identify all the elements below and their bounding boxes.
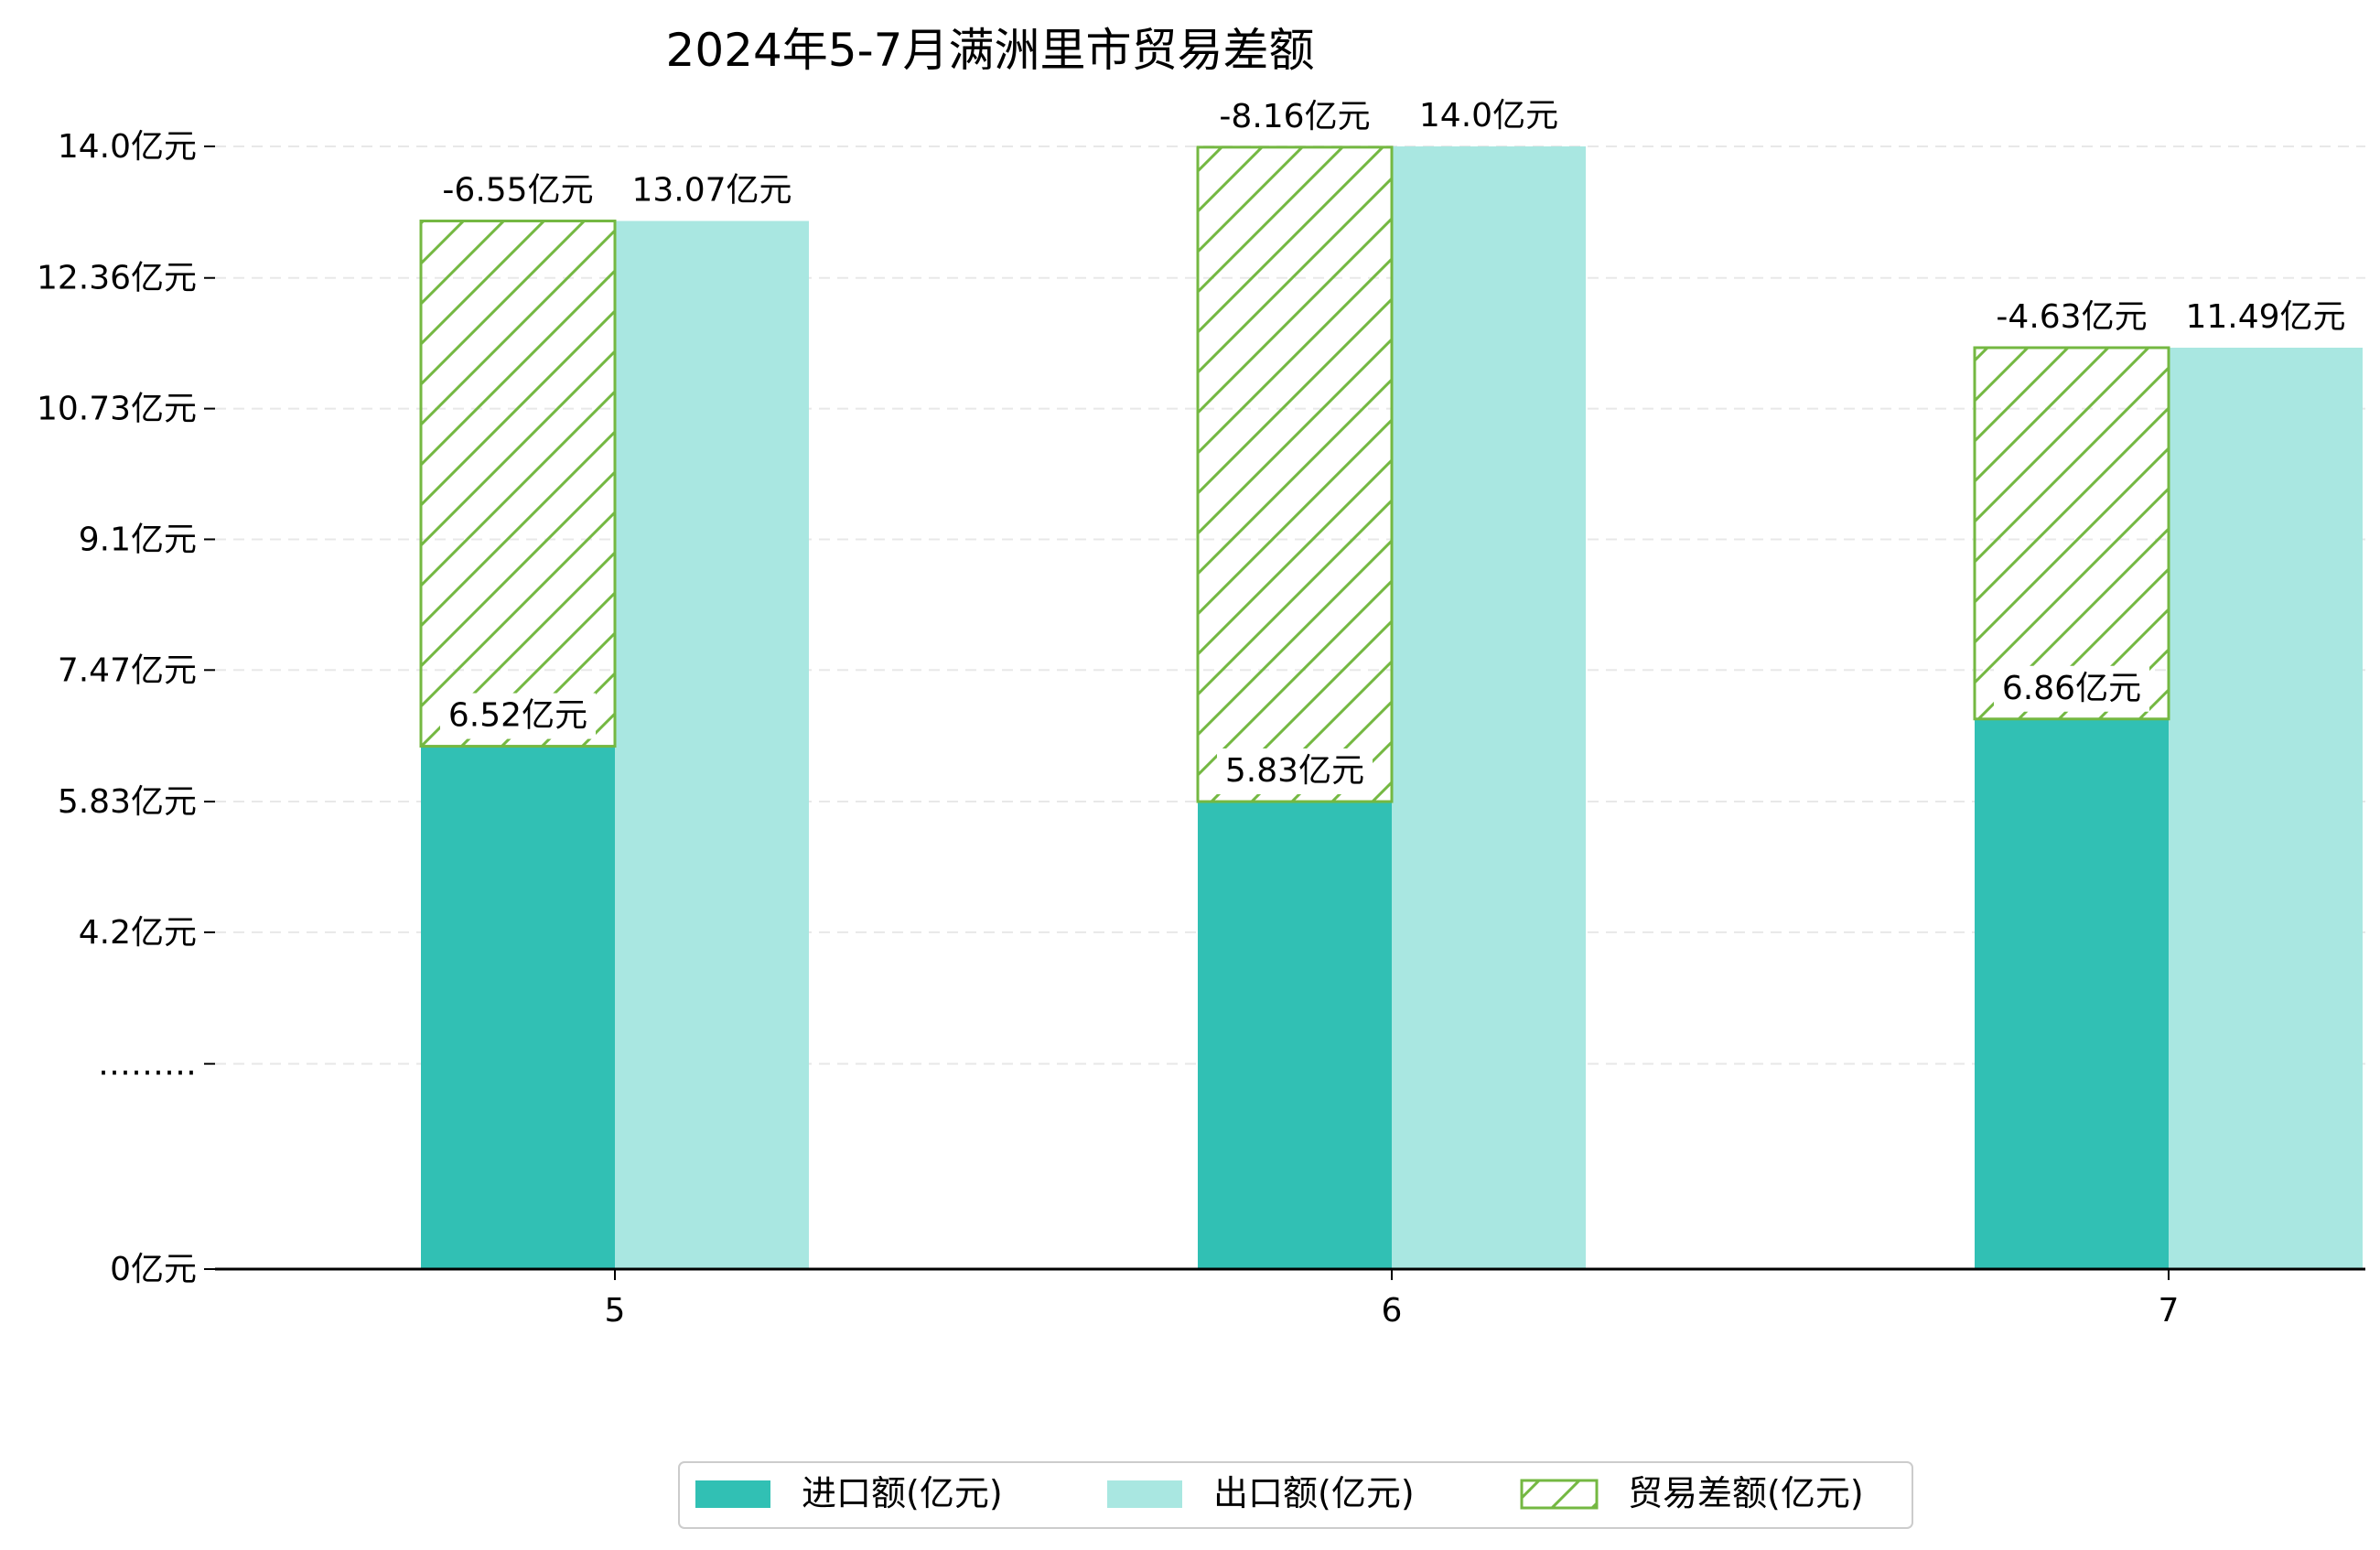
- import-value-label: 6.52亿元: [448, 697, 587, 735]
- trade-balance-bar: [1973, 346, 2170, 721]
- x-tick-label: 5: [605, 1292, 626, 1329]
- export-value-label-bg: [2177, 294, 2354, 340]
- export-value-label-bg: [623, 167, 801, 214]
- y-tick-label: 12.36亿元: [37, 260, 197, 297]
- import-bar: [1975, 718, 2169, 1269]
- export-value-label: 14.0亿元: [1419, 97, 1558, 135]
- balance-value-label-bg: [1983, 294, 2160, 340]
- trade-balance-bar: [419, 220, 617, 748]
- balance-value-label: -8.16亿元: [1219, 98, 1370, 135]
- balance-value-label: -6.55亿元: [442, 172, 593, 210]
- balance-value-label-bg: [1206, 93, 1384, 140]
- export-bar: [615, 221, 809, 1270]
- export-value-label: 13.07亿元: [631, 172, 792, 210]
- x-tick-label: 7: [2159, 1292, 2180, 1329]
- import-value-label: 5.83亿元: [1225, 752, 1364, 790]
- legend-swatch: [1520, 1479, 1599, 1510]
- y-tick-label: ………: [98, 1046, 197, 1083]
- balance-value-label-bg: [429, 167, 607, 214]
- axes: 0亿元 ……… 4.2亿元 5.83亿元 7.47亿元 9.1亿元 10.73亿元 12.36…: [37, 128, 2365, 1329]
- import-value-label-bg: [440, 693, 596, 739]
- y-tick-label: 14.0亿元: [58, 128, 197, 166]
- legend: 进口额(亿元) 出口额(亿元) 贸易差额(亿元): [678, 1461, 1913, 1529]
- export-value-label: 11.49亿元: [2185, 298, 2345, 336]
- y-tick-label: 0亿元: [110, 1251, 197, 1288]
- legend-swatch: [695, 1480, 770, 1508]
- import-value-label-bg: [1994, 665, 2149, 712]
- y-tick-label: 9.1亿元: [79, 521, 197, 558]
- trade-balance-bar: [1196, 145, 1394, 803]
- y-tick-label: 7.47亿元: [58, 651, 197, 689]
- import-bar: [421, 746, 615, 1269]
- x-tick-label: 6: [1382, 1292, 1403, 1329]
- balance-value-label: -4.63亿元: [1996, 298, 2147, 336]
- chart-title: 2024年5-7月满洲里市贸易差额: [666, 24, 1315, 77]
- legend-box: [678, 1461, 1913, 1529]
- y-tick-label: 5.83亿元: [58, 783, 197, 821]
- bars: [419, 145, 2363, 1270]
- import-value-label: 6.86亿元: [2002, 670, 2141, 707]
- data-labels: 6.52亿元 13.07亿元 -6.55亿元 5.83亿元 14.0亿元 -8.16亿元 6…: [429, 93, 2354, 795]
- y-tick-label: 10.73亿元: [37, 391, 197, 428]
- export-value-label-bg: [1411, 93, 1567, 139]
- legend-swatch: [1107, 1480, 1182, 1508]
- y-tick-label: 4.2亿元: [79, 914, 197, 952]
- import-value-label-bg: [1217, 748, 1373, 795]
- legend-label: 贸易差额(亿元): [1628, 1473, 1864, 1513]
- legend-label: 出口额(亿元): [1213, 1473, 1415, 1513]
- import-bar: [1198, 802, 1392, 1269]
- legend-label: 进口额(亿元): [802, 1473, 1003, 1513]
- export-bar: [1392, 146, 1586, 1269]
- export-bar: [2169, 347, 2363, 1269]
